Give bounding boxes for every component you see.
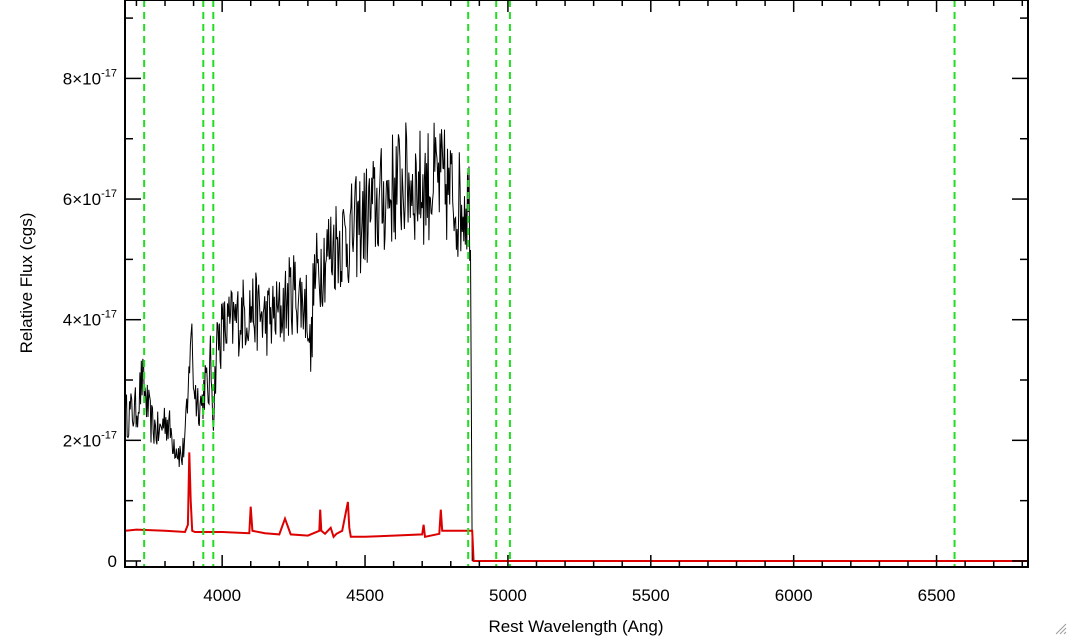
x-axis-title: Rest Wavelength (Ang): [488, 617, 663, 636]
y-tick-label: 0: [108, 552, 117, 571]
y-tick-label: 4×10-17: [63, 309, 117, 330]
plot-frame: [124, 0, 1029, 568]
y-axis-title: Relative Flux (cgs): [17, 213, 36, 354]
x-tick-label: 4500: [346, 586, 384, 605]
y-tick-label: 2×10-17: [63, 429, 117, 450]
series-layer: [125, 122, 1028, 562]
x-tick-label: 4000: [203, 586, 241, 605]
tick-layer: [125, 0, 1028, 567]
resize-grip-icon[interactable]: [1055, 623, 1067, 635]
x-tick-label: 5500: [632, 586, 670, 605]
label-layer: 4000 4500 5000 5500 6000 6500 0 2×10-17 4×10-17 6…: [63, 67, 956, 605]
x-tick-label: 6000: [775, 586, 813, 605]
marker-layer: [143, 0, 956, 567]
series-line-1: [125, 452, 1028, 562]
y-tick-label: 6×10-17: [63, 188, 117, 209]
y-tick-label: 8×10-17: [63, 67, 117, 88]
series-line-0: [125, 122, 473, 562]
x-tick-label: 5000: [489, 586, 527, 605]
x-tick-label: 6500: [918, 586, 956, 605]
